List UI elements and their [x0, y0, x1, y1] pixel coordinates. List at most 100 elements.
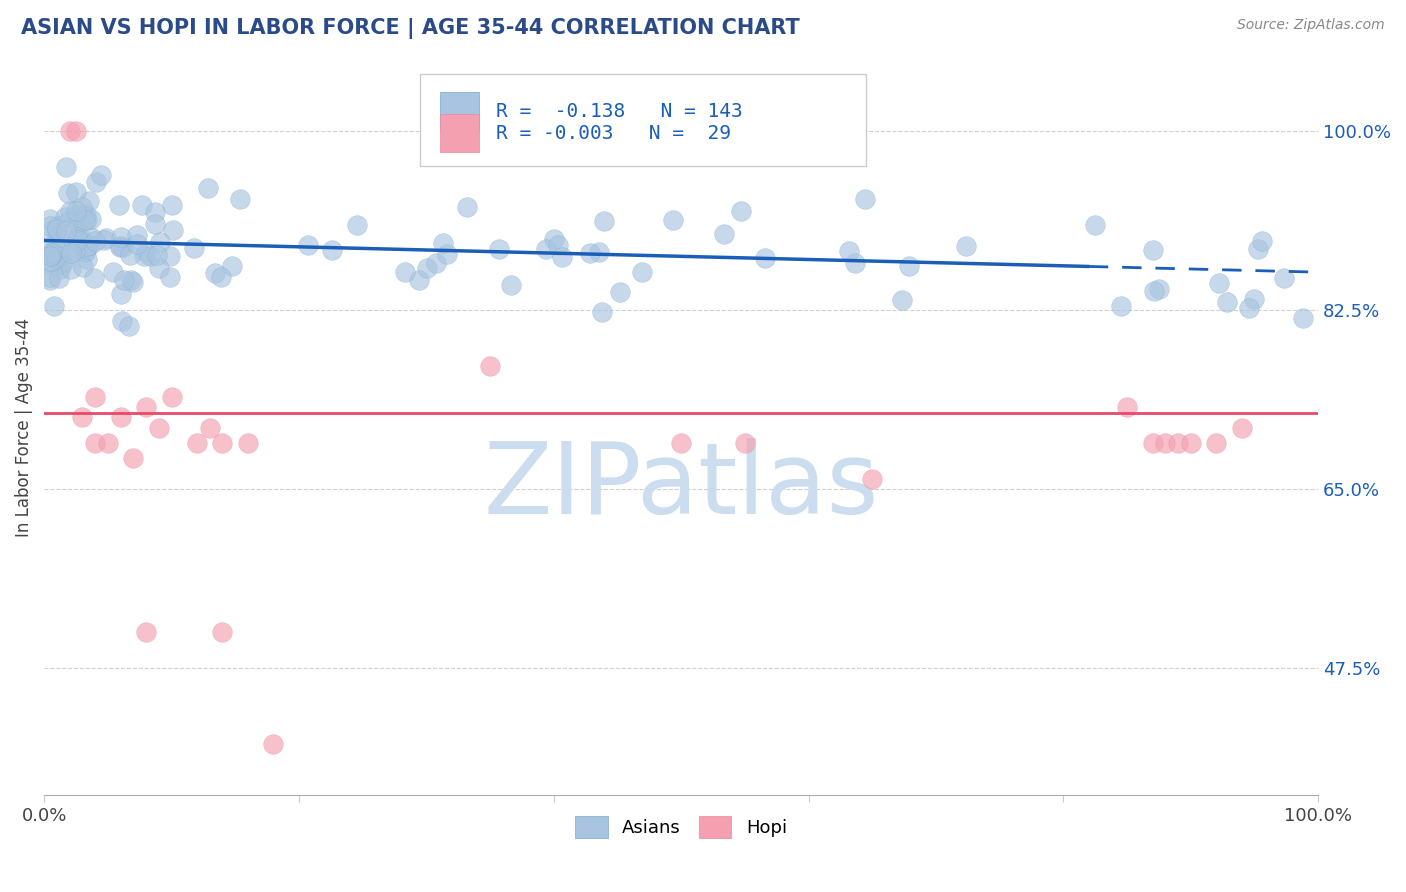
Point: [579, 245, 602, 260]
Point: [83, 271, 105, 285]
Point: [84, 175, 107, 189]
Point: [425, 256, 447, 270]
Point: [122, 451, 145, 466]
Point: [65, 208, 87, 222]
Point: [1167, 435, 1189, 450]
Point: [41, 254, 63, 268]
Point: [55, 224, 77, 238]
Point: [110, 410, 132, 425]
Point: [837, 244, 859, 259]
Point: [80, 212, 103, 227]
Point: [297, 238, 319, 252]
Point: [46, 222, 69, 236]
Point: [56, 186, 79, 201]
Text: R = -0.003   N =  29: R = -0.003 N = 29: [496, 124, 731, 143]
Point: [149, 235, 172, 249]
Point: [73, 210, 96, 224]
Point: [111, 314, 134, 328]
Point: [1292, 310, 1315, 325]
Point: [46, 219, 69, 233]
Point: [76, 252, 98, 266]
Point: [55, 211, 77, 225]
Point: [221, 260, 243, 274]
Point: [593, 214, 616, 228]
Point: [39, 241, 62, 255]
Point: [1230, 420, 1253, 434]
Point: [111, 239, 134, 253]
Point: [209, 270, 232, 285]
Text: R =  -0.138   N = 143: R = -0.138 N = 143: [496, 102, 744, 120]
Point: [80, 229, 103, 244]
Point: [183, 242, 205, 256]
Point: [135, 624, 157, 639]
Point: [42, 299, 65, 313]
Point: [56, 215, 79, 229]
Point: [1111, 299, 1133, 313]
Point: [65, 186, 87, 200]
Point: [1142, 435, 1164, 450]
Point: [609, 285, 631, 299]
Point: [39, 270, 62, 285]
Point: [121, 275, 143, 289]
Point: [39, 211, 62, 226]
Point: [48, 270, 70, 285]
Point: [46, 231, 69, 245]
Point: [897, 259, 920, 273]
Point: [48, 249, 70, 263]
Point: [110, 239, 132, 253]
Point: [135, 400, 157, 414]
Point: [48, 241, 70, 255]
Point: [39, 249, 62, 263]
Point: [51, 257, 73, 271]
Point: [65, 203, 87, 218]
Point: [321, 243, 343, 257]
Point: [844, 255, 866, 269]
Point: [408, 273, 430, 287]
Point: [112, 273, 135, 287]
FancyBboxPatch shape: [440, 114, 478, 153]
Point: [62, 234, 84, 248]
Point: [59, 203, 82, 218]
Point: [69, 215, 91, 229]
Legend: Asians, Hopi: Asians, Hopi: [568, 809, 794, 846]
Point: [730, 204, 752, 219]
Point: [84, 390, 107, 404]
Point: [76, 213, 98, 227]
Point: [197, 181, 219, 195]
Point: [713, 227, 735, 241]
Point: [73, 244, 96, 259]
Point: [146, 248, 169, 262]
Point: [211, 435, 233, 450]
Point: [1180, 435, 1202, 450]
Point: [76, 239, 98, 253]
Point: [72, 410, 94, 425]
Point: [73, 213, 96, 227]
Point: [211, 624, 233, 639]
Text: ZIPatlas: ZIPatlas: [484, 438, 879, 535]
Point: [70, 200, 93, 214]
Point: [1251, 234, 1274, 248]
Point: [110, 240, 132, 254]
Point: [75, 208, 97, 222]
Point: [890, 293, 912, 307]
Point: [1143, 284, 1166, 298]
Point: [534, 242, 557, 256]
Point: [101, 265, 124, 279]
Point: [148, 261, 170, 276]
Point: [107, 198, 129, 212]
Point: [204, 266, 226, 280]
Point: [186, 435, 208, 450]
Point: [1142, 244, 1164, 258]
Text: Source: ZipAtlas.com: Source: ZipAtlas.com: [1237, 18, 1385, 32]
Point: [162, 223, 184, 237]
Point: [1208, 276, 1230, 290]
Point: [488, 243, 510, 257]
Point: [55, 160, 77, 174]
Point: [1116, 400, 1139, 414]
Point: [955, 239, 977, 253]
Point: [547, 237, 569, 252]
Point: [394, 265, 416, 279]
Point: [262, 737, 284, 751]
Point: [52, 254, 75, 268]
Point: [77, 194, 100, 209]
